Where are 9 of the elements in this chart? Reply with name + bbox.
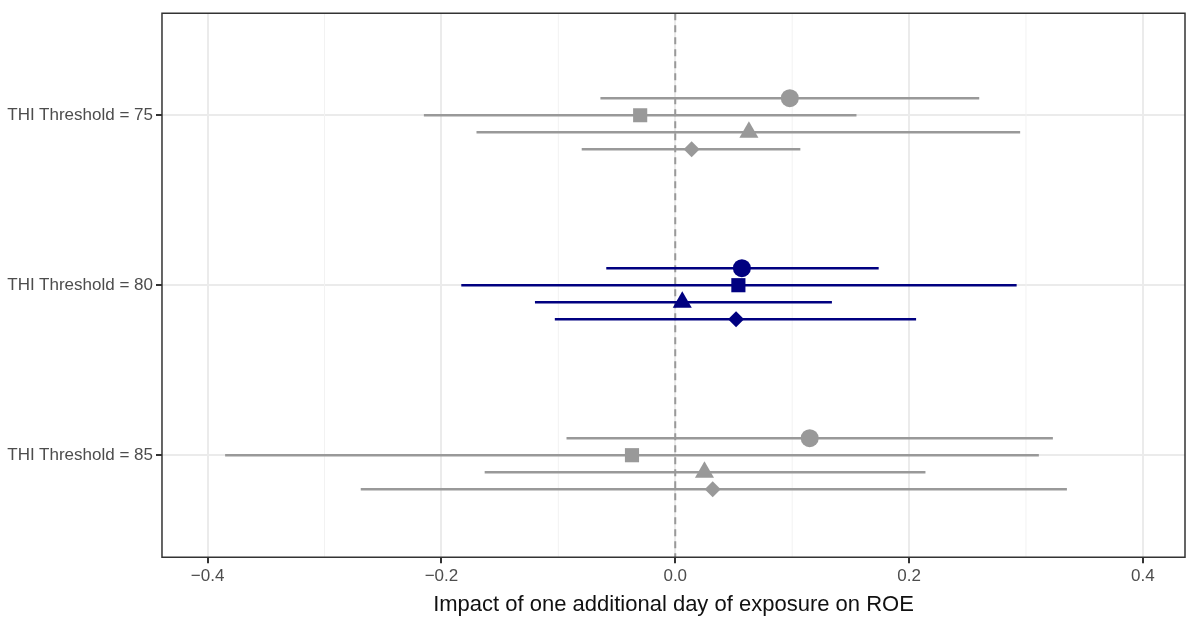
x-tick-label: 0.2 (897, 566, 921, 586)
x-tick-label: −0.2 (424, 566, 459, 586)
y-tick-label: THI Threshold = 85 (7, 444, 153, 464)
x-axis-title: Impact of one additional day of exposure on ROE (433, 590, 914, 616)
y-tick-label: THI Threshold = 75 (7, 104, 153, 124)
text: 0.0 (663, 566, 688, 586)
y-tick-label: THI Threshold = 80 (7, 274, 153, 294)
x-tick-label: 0.4 (1131, 566, 1155, 586)
x-tick-label: −0.4 (190, 566, 225, 586)
